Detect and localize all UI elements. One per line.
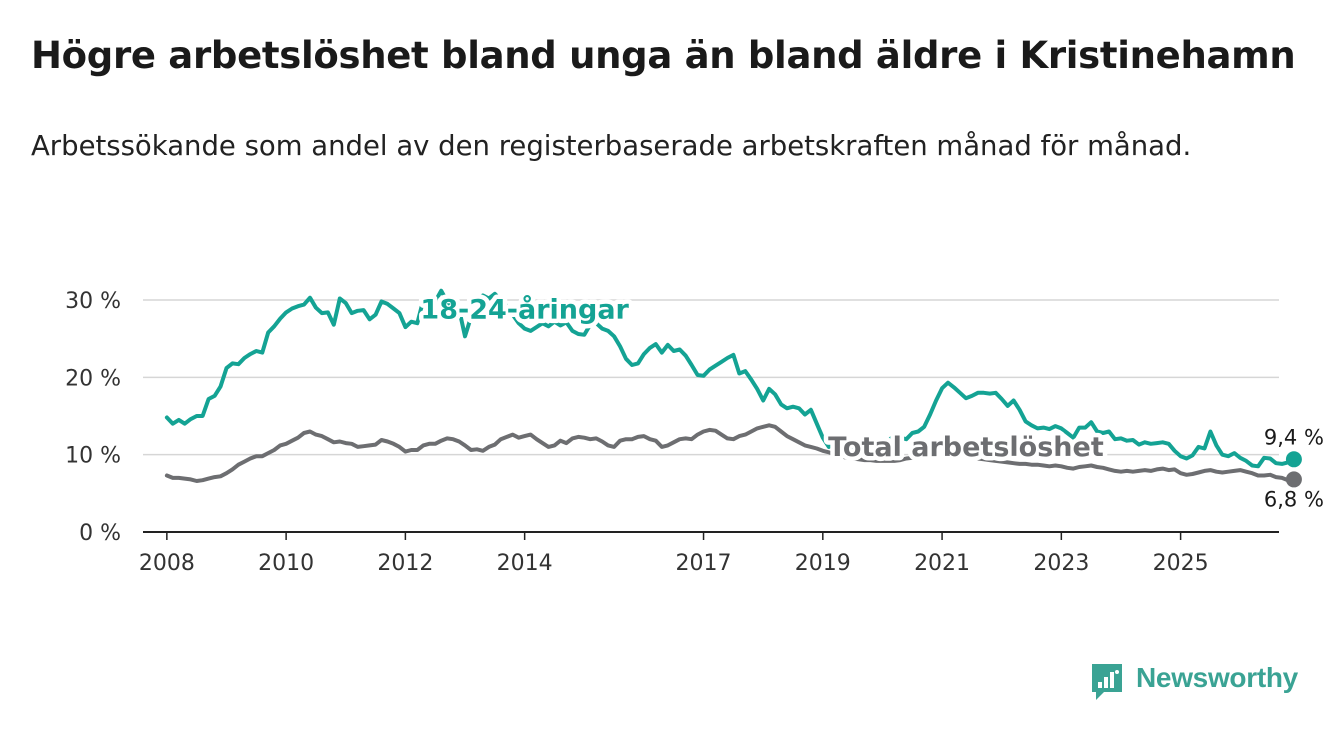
- y-tick-label: 30 %: [65, 289, 121, 314]
- series-annotation-1: Total arbetslöshet: [828, 432, 1104, 463]
- series-end-point-1: [1285, 471, 1302, 488]
- y-tick-label: 10 %: [65, 444, 121, 469]
- x-tick-label: 2010: [258, 551, 314, 576]
- x-tick-label: 2017: [676, 551, 732, 576]
- brand-name: Newsworthy: [1136, 662, 1298, 693]
- series-annotation-0: 18-24-åringar: [420, 294, 629, 326]
- y-tick-label: 20 %: [65, 366, 121, 391]
- axis-ticks: 0 % 10 % 20 % 30 % 2008 2010 2012 2014 2017 2019 2…: [65, 289, 1209, 576]
- series-end-label-1: 6,8 %: [1264, 487, 1324, 511]
- y-tick-label: 0 %: [79, 521, 121, 546]
- x-tick-label: 2025: [1153, 551, 1209, 576]
- series-labels: 9,4 % 6,8 % 18-24-åringar Total arbetslöshe…: [416, 289, 1324, 511]
- series-end-point-0: [1285, 451, 1302, 468]
- x-tick-label: 2012: [377, 551, 433, 576]
- line-chart: 0 % 10 % 20 % 30 % 2008 2010 2012 2014 2017 2019 2…: [65, 288, 1324, 576]
- x-tick-label: 2021: [914, 551, 970, 576]
- brand-logo[interactable]: Newsworthy: [1090, 662, 1320, 706]
- chart-title: Högre arbetslöshet bland unga än bland ä…: [31, 34, 1296, 77]
- x-tick-label: 2008: [139, 551, 195, 576]
- gridlines: [143, 299, 1279, 533]
- x-tick-label: 2019: [795, 551, 851, 576]
- series-line-1: [164, 423, 1296, 483]
- x-tick-label: 2014: [497, 551, 553, 576]
- series-end-label-0: 9,4 %: [1264, 425, 1324, 449]
- series-lines: [164, 288, 1302, 488]
- bar-chart-bubble-icon: [1092, 664, 1122, 700]
- series-line-0: [164, 288, 1296, 469]
- chart-subtitle: Arbetssökande som andel av den registerb…: [31, 130, 1192, 162]
- x-tick-label: 2023: [1033, 551, 1089, 576]
